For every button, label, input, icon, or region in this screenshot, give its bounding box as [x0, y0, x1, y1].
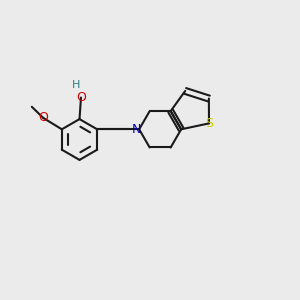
Text: H: H: [72, 80, 81, 90]
Text: S: S: [205, 117, 213, 130]
Text: O: O: [76, 91, 86, 104]
Text: N: N: [132, 123, 142, 136]
Text: O: O: [38, 111, 48, 124]
